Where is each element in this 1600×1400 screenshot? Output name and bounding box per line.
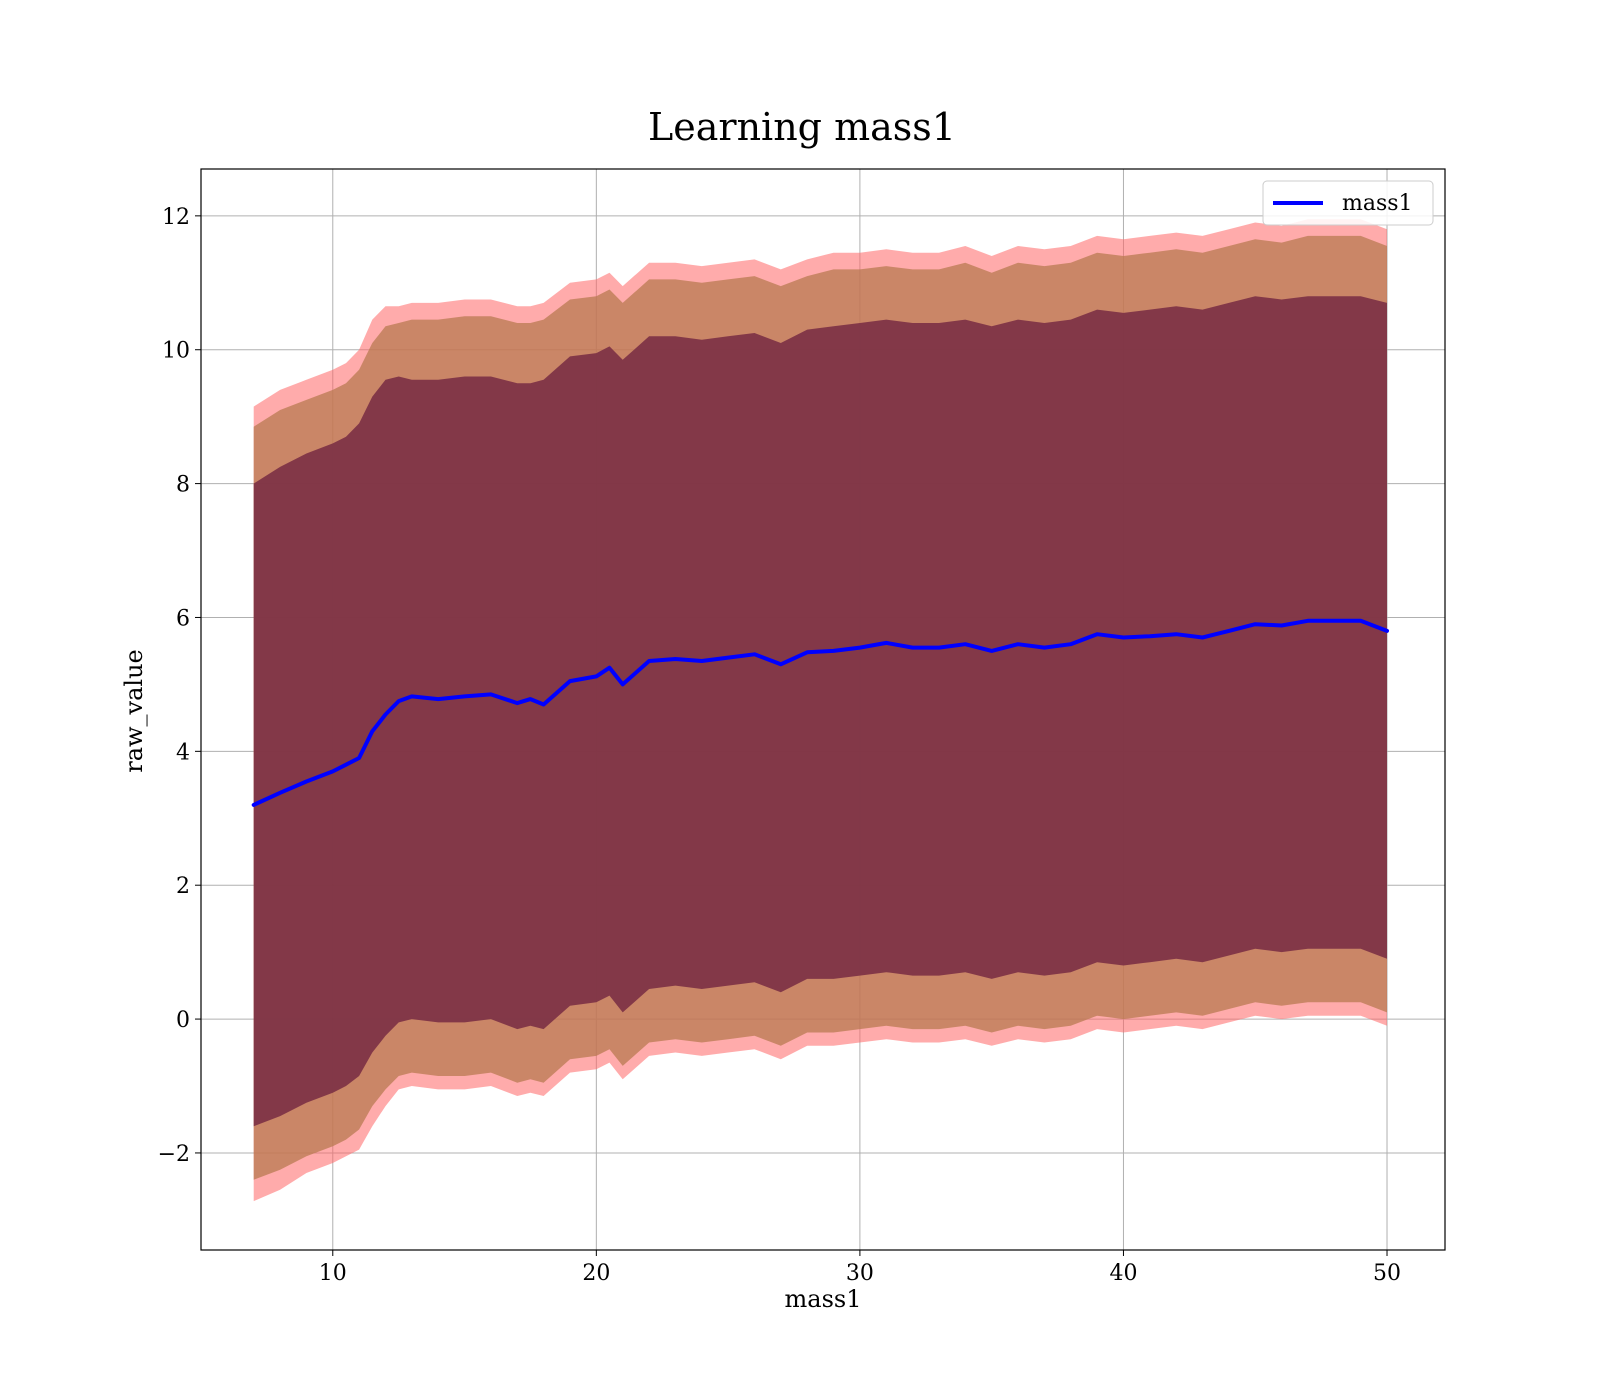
- y-tick-label: 4: [176, 740, 190, 765]
- series-line-mass1: [251, 618, 1389, 807]
- plot-frame: [200, 168, 1446, 1251]
- legend: mass1: [1262, 180, 1434, 226]
- y-tick-label: 12: [162, 205, 190, 230]
- x-tick-label: 50: [1373, 1261, 1401, 1286]
- x-tick-label: 20: [582, 1261, 610, 1286]
- legend-label-mass1: mass1: [1342, 191, 1413, 216]
- confidence-bands: [253, 219, 1388, 1202]
- x-tick-label: 40: [1109, 1261, 1137, 1286]
- x-axis: 10 20 30 40 50: [319, 1250, 1401, 1286]
- legend-box: [1262, 180, 1434, 226]
- x-tick-label: 30: [846, 1261, 874, 1286]
- y-tick-label: 0: [176, 1008, 190, 1033]
- y-axis-label: raw_value: [120, 649, 148, 773]
- plot-area: [200, 168, 1446, 1251]
- y-tick-label: 6: [176, 606, 190, 631]
- y-tick-label: 8: [176, 473, 190, 498]
- y-tick-label: 2: [176, 874, 190, 899]
- y-tick-label: −2: [158, 1142, 190, 1167]
- series-lines: [251, 618, 1389, 807]
- x-tick-label: 10: [319, 1261, 347, 1286]
- band-inner: [253, 296, 1388, 1127]
- y-axis: −2 0 2 4 6 8 10 12: [158, 205, 201, 1167]
- x-axis-label: mass1: [785, 1285, 862, 1313]
- chart-title: Learning mass1: [648, 105, 956, 149]
- y-tick-label: 10: [162, 339, 190, 364]
